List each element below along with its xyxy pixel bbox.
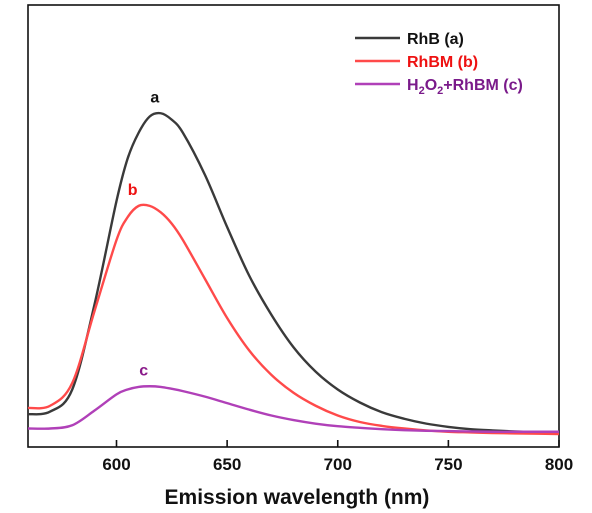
series-curves <box>27 111 560 436</box>
legend-label-c: H2O2+RhBM (c) <box>407 77 523 97</box>
x-tick-label-650: 650 <box>213 455 241 474</box>
x-tick-label-600: 600 <box>102 455 130 474</box>
legend: RhB (a) RhBM (b) H2O2+RhBM (c) <box>355 31 523 97</box>
legend-label-a: RhB (a) <box>407 31 464 48</box>
x-axis-title: Emission wavelength (nm) <box>165 486 430 509</box>
x-tick-label-700: 700 <box>324 455 352 474</box>
curve-label-a: a <box>150 89 159 106</box>
curve-labels: a b c <box>128 89 160 379</box>
curve-label-b: b <box>128 182 138 199</box>
series-line-a <box>27 111 560 434</box>
legend-label-b: RhBM (b) <box>407 54 478 71</box>
x-tick-label-800: 800 <box>545 455 573 474</box>
series-line-c <box>27 385 559 433</box>
plot-frame <box>27 4 560 448</box>
x-axis-ticks: 600 650 700 750 800 <box>102 440 573 474</box>
x-tick-label-750: 750 <box>434 455 462 474</box>
curve-label-c: c <box>139 362 148 379</box>
